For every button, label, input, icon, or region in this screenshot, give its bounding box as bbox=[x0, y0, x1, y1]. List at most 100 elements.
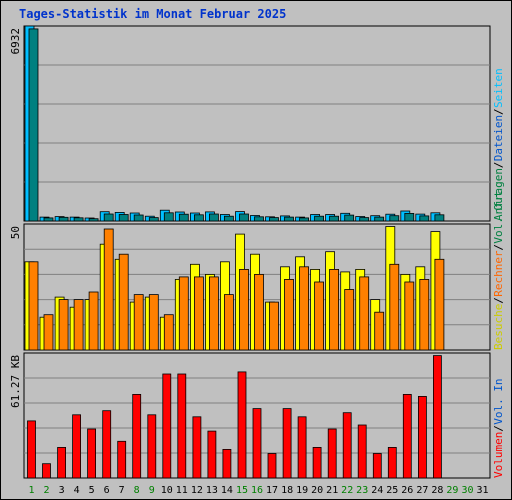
bar-volume-volumen-day-17 bbox=[267, 453, 277, 479]
bar-pages-visits-rechner-day-5 bbox=[88, 291, 99, 351]
bar-pages-visits-rechner-day-21 bbox=[329, 268, 340, 351]
bar-pages-visits-rechner-day-24 bbox=[374, 311, 385, 351]
bar-pages-visits-rechner-day-3 bbox=[58, 299, 69, 351]
bar-volume-volumen-day-3 bbox=[57, 446, 66, 479]
bar-pages-visits-rechner-day-17 bbox=[269, 301, 279, 351]
x-label-day-4: 4 bbox=[74, 485, 80, 496]
bar-pages-visits-rechner-day-8 bbox=[133, 294, 144, 351]
bar-hits-files-dateien-day-9 bbox=[148, 217, 159, 222]
bar-volume-volumen-day-14 bbox=[222, 448, 232, 479]
legend-label-anfragen: Anfragen bbox=[492, 168, 505, 221]
legend-separator: / bbox=[492, 108, 505, 115]
legend-separator: / bbox=[492, 297, 505, 304]
x-label-day-8: 8 bbox=[134, 485, 140, 496]
bar-pages-visits-rechner-day-23 bbox=[359, 276, 370, 351]
legend-label-rechner: Rechner bbox=[492, 250, 505, 297]
x-label-day-20: 20 bbox=[311, 485, 323, 496]
x-label-day-17: 17 bbox=[266, 485, 278, 496]
x-label-day-28: 28 bbox=[431, 485, 443, 496]
legend-label-dateien: Dateien bbox=[492, 115, 505, 161]
bar-volume-volumen-day-1 bbox=[27, 420, 36, 479]
bar-pages-visits-rechner-day-9 bbox=[148, 294, 159, 351]
x-label-day-30: 30 bbox=[461, 485, 473, 496]
bar-hits-files-dateien-day-26 bbox=[404, 212, 415, 222]
bar-pages-visits-rechner-day-11 bbox=[178, 276, 189, 351]
bar-hits-files-dateien-day-17 bbox=[269, 217, 279, 222]
x-label-day-23: 23 bbox=[356, 485, 368, 496]
max-label: 50 bbox=[9, 226, 22, 239]
x-label-day-24: 24 bbox=[371, 485, 383, 496]
x-label-day-7: 7 bbox=[119, 485, 125, 496]
bar-volume-volumen-day-23 bbox=[357, 424, 367, 479]
panel-hits-files bbox=[23, 25, 491, 222]
bar-volume-volumen-day-2 bbox=[42, 463, 51, 479]
legend-label-vol-out: Vol. Out bbox=[492, 191, 505, 244]
bar-hits-files-dateien-day-22 bbox=[344, 214, 355, 222]
bar-pages-visits-rechner-day-1 bbox=[28, 261, 39, 351]
bar-pages-visits-rechner-day-6 bbox=[103, 228, 114, 351]
bar-pages-visits-rechner-day-2 bbox=[43, 314, 54, 351]
bar-hits-files-dateien-day-1 bbox=[28, 28, 39, 222]
bar-volume-volumen-day-15 bbox=[237, 371, 247, 479]
x-label-day-22: 22 bbox=[341, 485, 353, 496]
bar-volume-volumen-day-27 bbox=[417, 395, 427, 479]
x-label-day-19: 19 bbox=[296, 485, 308, 496]
bar-volume-volumen-day-12 bbox=[192, 416, 202, 479]
x-label-day-31: 31 bbox=[476, 485, 488, 496]
chart-title: Tages-Statistik im Monat Februar 2025 bbox=[19, 7, 287, 21]
bar-volume-volumen-day-22 bbox=[342, 412, 352, 479]
bar-volume-volumen-day-8 bbox=[132, 393, 142, 479]
x-label-day-18: 18 bbox=[281, 485, 293, 496]
legend-label-volumen: Volumen bbox=[492, 432, 505, 478]
bar-hits-files-dateien-day-5 bbox=[88, 218, 99, 222]
bar-hits-files-dateien-day-11 bbox=[178, 213, 189, 222]
bar-hits-files-dateien-day-6 bbox=[103, 213, 114, 222]
legend-label-besuche: Besuche bbox=[492, 304, 505, 350]
bar-volume-volumen-day-25 bbox=[387, 446, 397, 479]
x-label-day-15: 15 bbox=[236, 485, 248, 496]
bar-pages-visits-rechner-day-18 bbox=[284, 278, 294, 351]
bar-pages-visits-rechner-day-15 bbox=[239, 268, 249, 351]
bar-volume-volumen-day-20 bbox=[312, 446, 322, 479]
bar-volume-volumen-day-11 bbox=[177, 373, 187, 479]
legend-separator: / bbox=[492, 162, 505, 169]
x-label-day-13: 13 bbox=[206, 485, 218, 496]
x-label-day-27: 27 bbox=[416, 485, 428, 496]
bar-hits-files-dateien-day-7 bbox=[118, 214, 129, 222]
bar-volume-volumen-day-28 bbox=[432, 355, 442, 479]
x-label-day-11: 11 bbox=[176, 485, 188, 496]
bar-pages-visits-rechner-day-20 bbox=[314, 281, 325, 351]
bar-volume-volumen-day-10 bbox=[162, 373, 172, 479]
bar-hits-files-dateien-day-23 bbox=[359, 217, 370, 222]
bar-hits-files-dateien-day-14 bbox=[223, 215, 234, 222]
x-label-day-1: 1 bbox=[28, 485, 34, 496]
max-label: 61.27 KB bbox=[9, 355, 22, 408]
bar-volume-volumen-day-7 bbox=[117, 440, 127, 479]
bar-volume-volumen-day-21 bbox=[327, 428, 337, 479]
bar-volume-volumen-day-16 bbox=[252, 408, 262, 479]
x-label-day-12: 12 bbox=[191, 485, 203, 496]
bar-pages-visits-rechner-day-14 bbox=[223, 294, 234, 351]
bar-hits-files-dateien-day-3 bbox=[58, 216, 69, 222]
bar-hits-files-dateien-day-13 bbox=[208, 213, 219, 222]
bar-pages-visits-rechner-day-13 bbox=[208, 276, 219, 351]
bar-hits-files-dateien-day-19 bbox=[299, 217, 310, 222]
x-label-day-25: 25 bbox=[386, 485, 398, 496]
bar-pages-visits-rechner-day-28 bbox=[434, 258, 445, 351]
bar-volume-volumen-day-4 bbox=[72, 414, 81, 479]
bar-volume-volumen-day-24 bbox=[372, 453, 382, 479]
bar-hits-files-dateien-day-12 bbox=[193, 214, 204, 222]
bar-hits-files-dateien-day-16 bbox=[254, 216, 264, 222]
x-label-day-2: 2 bbox=[43, 485, 49, 496]
bar-volume-volumen-day-5 bbox=[87, 428, 96, 479]
bar-pages-visits-rechner-day-25 bbox=[389, 263, 400, 351]
bar-hits-files-dateien-day-25 bbox=[389, 215, 400, 222]
bar-pages-visits-rechner-day-19 bbox=[299, 266, 310, 351]
bar-volume-volumen-day-26 bbox=[402, 393, 412, 479]
max-label: 6932 bbox=[9, 28, 22, 55]
bar-volume-volumen-day-18 bbox=[282, 408, 292, 479]
bar-hits-files-dateien-day-21 bbox=[329, 215, 340, 222]
bar-hits-files-dateien-day-20 bbox=[314, 215, 325, 222]
x-label-day-5: 5 bbox=[89, 485, 95, 496]
